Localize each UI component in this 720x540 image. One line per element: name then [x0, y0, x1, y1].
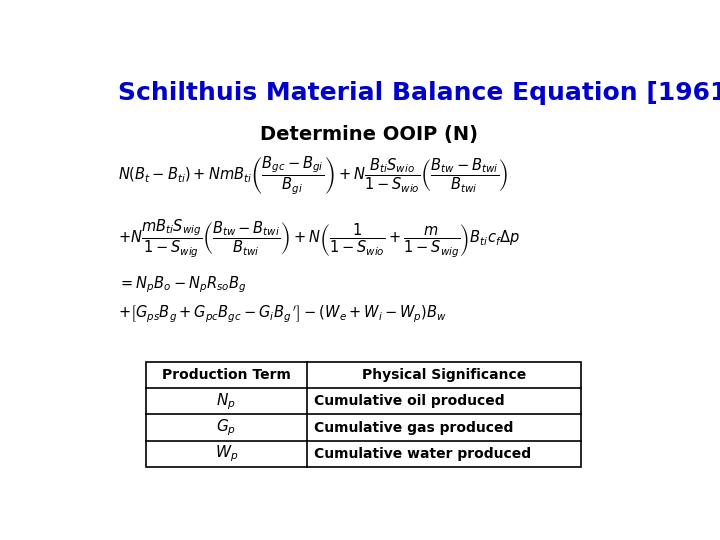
Text: $G_p$: $G_p$: [216, 417, 236, 438]
Text: Production Term: Production Term: [162, 368, 291, 382]
Text: Determine OOIP (N): Determine OOIP (N): [260, 125, 478, 144]
Text: $+ N\dfrac{mB_{ti}S_{wig}}{1 - S_{wig}}\left(\dfrac{B_{tw} - B_{twi}}{B_{twi}}\r: $+ N\dfrac{mB_{ti}S_{wig}}{1 - S_{wig}}\…: [118, 217, 520, 259]
Bar: [145, 362, 581, 467]
Text: Physical Significance: Physical Significance: [362, 368, 526, 382]
Text: Schilthuis Material Balance Equation [1961]: Schilthuis Material Balance Equation [19…: [118, 82, 720, 105]
Text: Cumulative gas produced: Cumulative gas produced: [313, 421, 513, 435]
Text: $= N_pB_o - N_pR_{so}B_g$: $= N_pB_o - N_pR_{so}B_g$: [118, 275, 247, 295]
Text: $N_p$: $N_p$: [217, 391, 236, 411]
Text: Cumulative oil produced: Cumulative oil produced: [313, 394, 504, 408]
Text: $N\left(B_t - B_{ti}\right) + NmB_{ti}\left(\dfrac{B_{gc} - B_{gi}}{B_{gi}}\righ: $N\left(B_t - B_{ti}\right) + NmB_{ti}\l…: [118, 154, 508, 196]
Text: $W_p$: $W_p$: [215, 443, 238, 464]
Text: Cumulative water produced: Cumulative water produced: [313, 447, 531, 461]
Text: $+ \left[G_{ps}B_g + G_{pc}B_{gc} - G_iB_g\,'\right] - \left(W_e + W_i - W_p\rig: $+ \left[G_{ps}B_g + G_{pc}B_{gc} - G_iB…: [118, 304, 447, 325]
